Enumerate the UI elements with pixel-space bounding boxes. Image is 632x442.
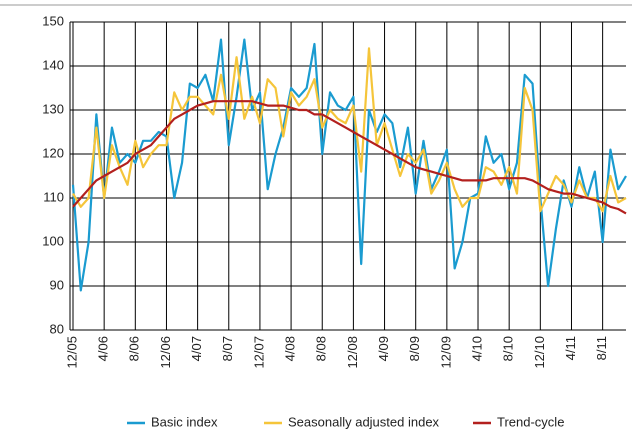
x-tick-label: 8/09 bbox=[407, 336, 422, 361]
x-tick-label: 4/11 bbox=[563, 336, 578, 360]
y-tick-label: 90 bbox=[50, 277, 64, 292]
y-tick-label: 120 bbox=[42, 145, 64, 160]
x-tick-label: 8/08 bbox=[314, 336, 329, 361]
x-tick-label: 8/07 bbox=[220, 336, 235, 361]
y-tick-label: 140 bbox=[42, 57, 64, 72]
y-tick-label: 130 bbox=[42, 101, 64, 116]
x-tick-label: 12/05 bbox=[64, 336, 79, 369]
series-line bbox=[72, 47, 627, 213]
x-tick-label: 12/10 bbox=[532, 336, 547, 369]
x-tick-label: 4/06 bbox=[96, 336, 111, 361]
x-tick-label: 4/09 bbox=[376, 336, 391, 361]
y-tick-label: 80 bbox=[50, 321, 64, 336]
x-tick-label: 4/07 bbox=[189, 336, 204, 361]
legend-label: Seasonally adjusted index bbox=[288, 414, 440, 429]
x-tick-label: 8/10 bbox=[501, 336, 516, 361]
x-tick-label: 4/10 bbox=[469, 336, 484, 361]
legend-label: Basic index bbox=[151, 414, 218, 429]
x-tick-label: 12/07 bbox=[251, 336, 266, 369]
legend-label: Trend-cycle bbox=[497, 414, 564, 429]
y-tick-label: 100 bbox=[42, 233, 64, 248]
x-tick-label: 8/06 bbox=[127, 336, 142, 361]
x-tick-label: 12/09 bbox=[438, 336, 453, 369]
x-tick-label: 4/08 bbox=[283, 336, 298, 361]
x-tick-label: 8/11 bbox=[594, 336, 609, 360]
y-tick-label: 110 bbox=[43, 189, 64, 204]
series-line bbox=[72, 100, 627, 215]
x-tick-label: 12/08 bbox=[345, 336, 360, 369]
x-tick-label: 12/06 bbox=[158, 336, 173, 369]
series-line bbox=[71, 38, 627, 292]
y-tick-label: 150 bbox=[42, 13, 64, 28]
